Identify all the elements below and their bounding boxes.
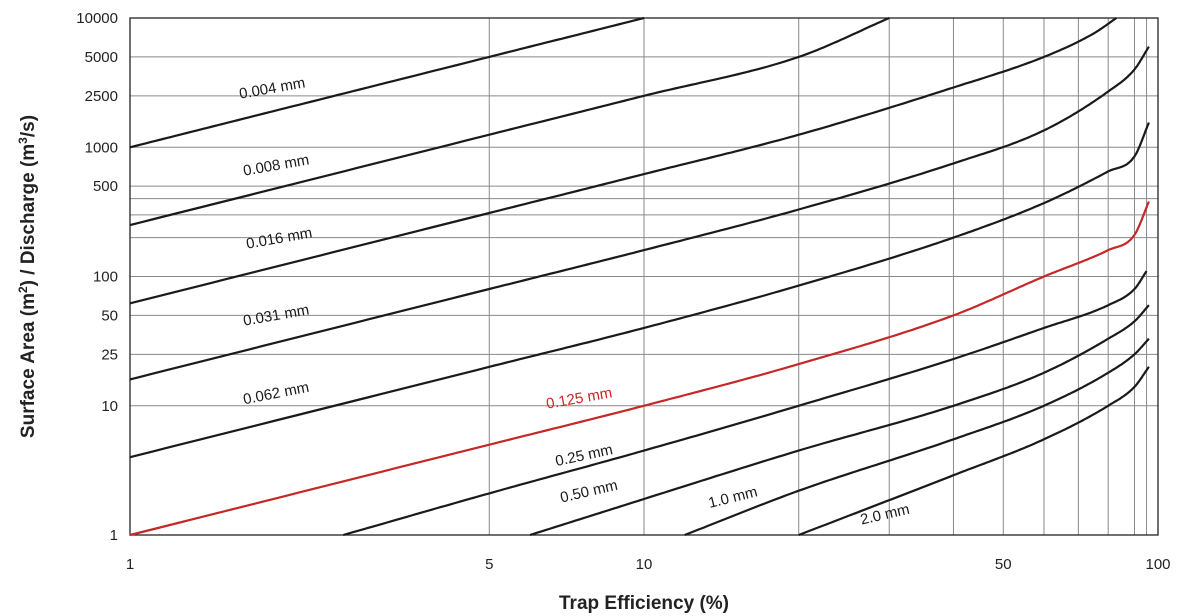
curve-label: 0.031 mm	[242, 301, 311, 329]
y-tick-label: 1	[110, 527, 118, 544]
y-tick-label: 25	[101, 346, 118, 363]
x-tick-label: 5	[485, 556, 493, 573]
y-tick-label: 100	[93, 269, 118, 286]
curve-0_016-mm	[129, 17, 1118, 305]
curve-0_008-mm	[129, 16, 890, 227]
curve-1_0-mm	[684, 337, 1150, 537]
curve-label: 0.016 mm	[245, 224, 314, 252]
curve-label: 0.008 mm	[242, 151, 311, 179]
curve-label: 2.0 mm	[859, 501, 912, 529]
x-tick-label: 100	[1145, 556, 1170, 573]
curve-0_50-mm	[529, 304, 1150, 537]
x-axis-title: Trap Efficiency (%)	[559, 593, 729, 614]
y-tick-label: 2500	[85, 88, 118, 105]
x-tick-label: 1	[126, 556, 134, 573]
curve-2_0-mm	[798, 366, 1150, 537]
x-tick-label: 50	[995, 556, 1012, 573]
curve-0_031-mm	[129, 46, 1150, 381]
curve-0_062-mm	[129, 122, 1150, 459]
y-tick-label: 500	[93, 178, 118, 195]
x-tick-label: 10	[636, 556, 653, 573]
y-tick-labels: 1 10 25 50 100 500 1000 2500 5000 10000	[76, 10, 118, 544]
y-tick-label: 50	[101, 307, 118, 324]
y-axis-title: Surface Area (m2) / Discharge (m3/s)	[16, 115, 39, 438]
curve-0_125-mm	[129, 201, 1150, 537]
y-tick-label: 10000	[76, 10, 118, 27]
curve-0_004-mm	[129, 16, 645, 149]
y-tick-label: 1000	[85, 139, 118, 156]
x-tick-labels: 1 5 10 50 100	[126, 556, 1171, 573]
curve-label: 0.125 mm	[545, 384, 614, 412]
curve-label: 0.004 mm	[238, 74, 307, 102]
grid	[130, 18, 1158, 535]
curve-label: 0.062 mm	[242, 379, 311, 408]
y-tick-label: 5000	[85, 49, 118, 66]
y-tick-label: 10	[101, 398, 118, 415]
curve-label: 0.50 mm	[559, 477, 620, 507]
curve-label: 0.25 mm	[554, 441, 615, 470]
curve-labels: 0.004 mm 0.008 mm 0.016 mm 0.031 mm 0.062 mm…	[238, 74, 911, 528]
curves	[129, 16, 1150, 537]
curve-0_25-mm	[342, 270, 1148, 537]
